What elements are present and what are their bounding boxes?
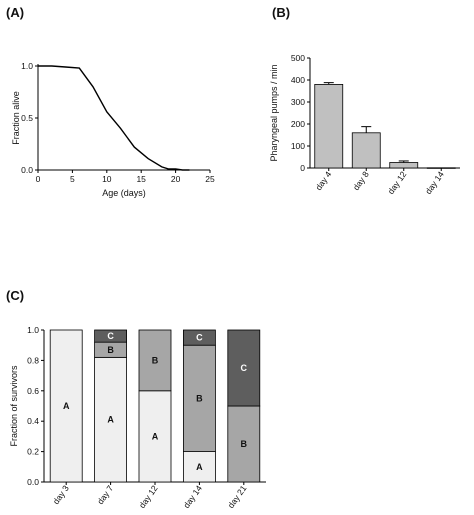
- bar: [389, 162, 419, 169]
- x-tick-label: day 4: [313, 169, 333, 192]
- y-tick-label: 100: [291, 141, 305, 151]
- y-tick-label: 0.0: [27, 477, 39, 487]
- x-tick-label: day 8: [351, 169, 371, 192]
- x-tick-label: 10: [102, 174, 112, 184]
- panel-b-label: (B): [272, 5, 290, 20]
- stack-segment: [182, 329, 216, 346]
- y-tick-label: 0.8: [27, 355, 39, 365]
- y-tick-label: 400: [291, 75, 305, 85]
- panel-c-label: (C): [6, 288, 24, 303]
- x-tick-label: day 12: [386, 169, 409, 196]
- stack-segment: [138, 390, 172, 483]
- segment-label: A: [196, 462, 203, 472]
- x-tick-label: day 12: [137, 483, 160, 510]
- segment-label: A: [63, 401, 70, 411]
- y-axis-label: Pharyngeal pumps / min: [269, 64, 279, 161]
- panel-a-label: (A): [6, 5, 24, 20]
- y-tick-label: 300: [291, 97, 305, 107]
- y-tick-label: 0.5: [21, 113, 33, 123]
- survival-chart: 0 5 10 15 20 25 0.0 0.5 1.0 Age (days) Fraction al…: [11, 61, 215, 198]
- y-tick-label: 1.0: [27, 325, 39, 335]
- y-tick-label: 200: [291, 119, 305, 129]
- segment-label: A: [152, 431, 159, 441]
- x-tick-label: 5: [70, 174, 75, 184]
- y-tick-label: 500: [291, 53, 305, 63]
- segment-label: A: [107, 415, 114, 425]
- stack-segment: [227, 329, 261, 407]
- x-axis-label: Age (days): [102, 188, 146, 198]
- y-tick-label: 0.4: [27, 416, 39, 426]
- y-tick-label: 0.0: [21, 165, 33, 175]
- x-tick-label: 20: [171, 174, 181, 184]
- y-axis-label: Fraction alive: [11, 91, 21, 145]
- x-tick-label: day 3: [51, 483, 71, 506]
- segment-label: C: [196, 333, 203, 343]
- x-tick-label: day 7: [95, 483, 115, 506]
- y-tick-label: 0: [300, 163, 305, 173]
- bar: [351, 132, 381, 169]
- bar: [314, 84, 344, 169]
- segment-label: B: [241, 439, 248, 449]
- stack-segment: [182, 344, 216, 453]
- segment-label: C: [107, 331, 114, 341]
- x-tick-label: day 14: [423, 169, 446, 196]
- y-tick-label: 0.6: [27, 386, 39, 396]
- segment-label: C: [241, 363, 248, 373]
- y-axis-label: Fraction of survivors: [9, 365, 19, 447]
- stack-segment: [94, 356, 127, 483]
- survival-line: [38, 65, 190, 171]
- x-tick-label: day 14: [181, 483, 204, 510]
- pumping-chart: 0 100 200 300 400 500 day 4 day 8 day 12 day 14 Ph…: [269, 53, 460, 196]
- x-tick-label: day 21: [226, 483, 249, 510]
- stack-segment: [182, 451, 216, 483]
- segment-label: B: [152, 355, 159, 365]
- y-tick-label: 0.2: [27, 447, 39, 457]
- segment-label: B: [107, 345, 114, 355]
- x-tick-label: 25: [205, 174, 215, 184]
- stack-segment: [227, 405, 261, 483]
- x-tick-label: 15: [136, 174, 146, 184]
- stack-segment: [49, 329, 83, 483]
- stack-segment: [94, 329, 127, 343]
- x-tick-label: 0: [36, 174, 41, 184]
- stack-segment: [138, 329, 172, 392]
- segment-label: B: [196, 393, 203, 403]
- y-tick-label: 1.0: [21, 61, 33, 71]
